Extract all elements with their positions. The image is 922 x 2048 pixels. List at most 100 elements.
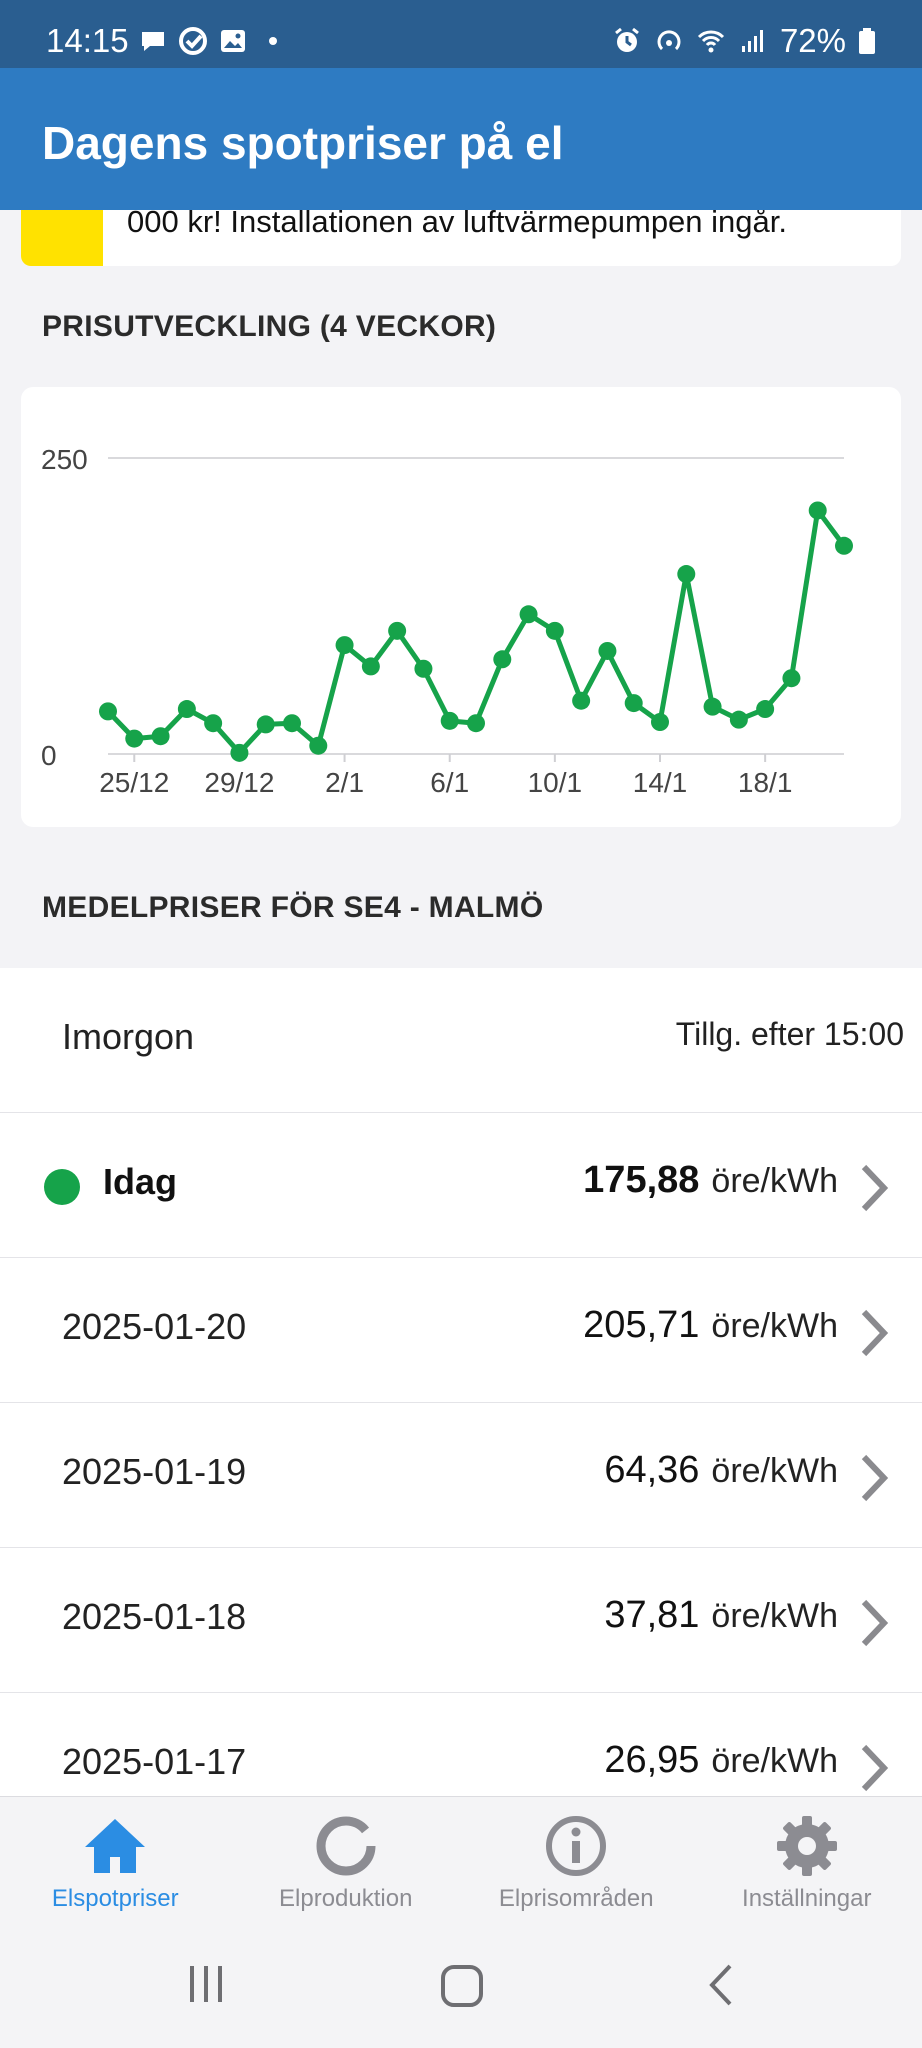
data-point <box>256 715 275 734</box>
tomorrow-availability: Tillg. efter 15:00 <box>675 1016 904 1052</box>
data-point <box>598 641 617 660</box>
data-point <box>493 650 512 669</box>
nav-item-elproduktion[interactable]: Elproduktion <box>231 1797 462 1924</box>
wifi-icon <box>697 30 724 53</box>
check-circle-icon <box>179 27 207 55</box>
data-point <box>703 697 722 716</box>
nav-item-elspotpriser[interactable]: Elspotpriser <box>0 1797 231 1924</box>
data-point <box>519 605 538 624</box>
data-point <box>808 501 827 520</box>
y-tick-label: 0 <box>41 740 57 771</box>
data-point <box>309 736 328 755</box>
data-point <box>125 729 144 748</box>
data-point <box>361 657 380 676</box>
list-item-day[interactable]: 2025-01-19 64,36 öre/kWh <box>0 1403 922 1548</box>
x-tick-label: 25/12 <box>99 767 169 798</box>
dot-icon <box>269 37 277 45</box>
chevron-right-icon <box>861 1309 889 1357</box>
ring-icon <box>316 1816 376 1876</box>
data-point <box>388 621 407 640</box>
price-value: 175,88 <box>583 1159 700 1201</box>
battery-percent: 72% <box>779 22 846 59</box>
price-unit: öre/kWh <box>711 1452 838 1490</box>
data-point <box>835 536 853 555</box>
data-point <box>729 710 748 729</box>
list-item-tomorrow: Imorgon Tillg. efter 15:00 <box>0 968 922 1113</box>
data-point <box>414 659 433 678</box>
system-icons: 72% <box>612 22 876 60</box>
back-icon[interactable] <box>706 1962 736 2008</box>
banner-text: 000 kr! Installationen av luftvärmepumpe… <box>127 210 787 239</box>
price-value: 26,95 <box>604 1739 700 1781</box>
chevron-right-icon <box>861 1744 889 1792</box>
price-unit: öre/kWh <box>711 1597 838 1635</box>
price-trend-heading: PRISUTVECKLING (4 VECKOR) <box>42 310 497 343</box>
list-item-day[interactable]: 2025-01-18 37,81 öre/kWh <box>0 1548 922 1693</box>
data-point <box>782 669 801 688</box>
data-point <box>624 694 643 713</box>
row-price: 26,95 öre/kWh <box>604 1739 838 1782</box>
x-tick-label: 18/1 <box>738 767 793 798</box>
today-indicator-dot <box>44 1169 80 1205</box>
row-label: 2025-01-18 <box>62 1596 247 1637</box>
recent-apps-icon[interactable] <box>186 1964 226 2004</box>
notification-icons <box>138 26 288 56</box>
nav-item-elprisomraden[interactable]: Elprisområden <box>461 1797 692 1924</box>
status-bar: 14:15 72% <box>0 0 922 68</box>
row-price: 37,81 öre/kWh <box>604 1594 838 1637</box>
status-time: 14:15 <box>46 22 129 59</box>
image-icon <box>221 30 245 52</box>
price-value: 37,81 <box>604 1594 700 1636</box>
chat-icon <box>142 32 164 51</box>
price-value: 205,71 <box>583 1304 700 1346</box>
chevron-right-icon <box>861 1454 889 1502</box>
price-chart-card: 0 250 25/12 29/12 2/1 6/1 10/1 14/1 18/1 <box>21 387 901 827</box>
tomorrow-label: Imorgon <box>62 1016 195 1057</box>
averages-heading: MEDELPRISER FÖR SE4 - MALMÖ <box>42 891 544 924</box>
gear-icon <box>776 1816 837 1876</box>
ad-banner[interactable]: 000 kr! Installationen av luftvärmepumpe… <box>21 210 901 266</box>
price-unit: öre/kWh <box>711 1742 838 1780</box>
battery-icon <box>859 28 875 54</box>
data-point <box>440 711 459 730</box>
list-item-today[interactable]: Idag 175,88 öre/kWh <box>0 1113 922 1258</box>
data-point <box>677 565 696 584</box>
nav-item-installningar[interactable]: Inställningar <box>692 1797 922 1924</box>
x-tick-label: 2/1 <box>325 767 364 798</box>
data-point <box>283 714 301 733</box>
data-point <box>177 700 196 719</box>
price-chart: 0 250 25/12 29/12 2/1 6/1 10/1 14/1 18/1 <box>41 444 853 798</box>
nav-label: Elproduktion <box>279 1885 413 1912</box>
list-item-day[interactable]: 2025-01-17 26,95 öre/kWh <box>0 1693 922 1838</box>
data-point <box>99 702 117 721</box>
hotspot-icon <box>657 30 681 51</box>
row-price: 64,36 öre/kWh <box>604 1449 838 1492</box>
data-point <box>467 714 485 733</box>
alarm-icon <box>615 27 639 52</box>
list-item-day[interactable]: 2025-01-20 205,71 öre/kWh <box>0 1258 922 1403</box>
nav-label: Inställningar <box>742 1885 872 1912</box>
row-label: 2025-01-20 <box>62 1306 247 1347</box>
data-point <box>651 713 669 732</box>
info-icon <box>546 1816 607 1876</box>
x-tick-label: 14/1 <box>633 767 688 798</box>
x-tick-label: 10/1 <box>528 767 583 798</box>
bottom-nav: Elspotpriser Elproduktion Elprisområden … <box>0 1796 922 1924</box>
banner-image <box>21 210 103 266</box>
row-label: 2025-01-19 <box>62 1451 247 1492</box>
price-list: Imorgon Tillg. efter 15:00 Idag 175,88 ö… <box>0 968 922 1838</box>
chevron-right-icon <box>861 1599 889 1647</box>
page-title: Dagens spotpriser på el <box>42 117 564 169</box>
data-point <box>335 636 354 655</box>
x-tick-label: 29/12 <box>204 767 274 798</box>
y-tick-label: 250 <box>41 444 88 475</box>
price-unit: öre/kWh <box>711 1162 838 1200</box>
system-nav-bar <box>0 1924 922 2048</box>
home-icon <box>85 1819 146 1873</box>
row-price: 175,88 öre/kWh <box>583 1159 838 1202</box>
data-point <box>545 621 564 640</box>
data-point <box>572 691 591 710</box>
row-price: 205,71 öre/kWh <box>583 1304 838 1347</box>
x-tick-label: 6/1 <box>430 767 469 798</box>
home-button-icon[interactable] <box>440 1964 484 2008</box>
